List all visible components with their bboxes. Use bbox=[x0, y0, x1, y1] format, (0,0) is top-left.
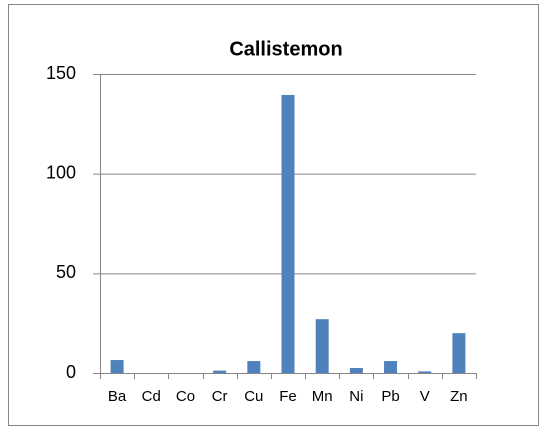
bar bbox=[110, 360, 124, 373]
x-tick-label: Mn bbox=[312, 388, 333, 405]
x-tick-label: Cd bbox=[142, 388, 161, 405]
bar bbox=[452, 333, 466, 373]
bar bbox=[281, 94, 295, 374]
x-tick-label: Fe bbox=[279, 388, 297, 405]
x-tick-label: Cu bbox=[244, 388, 263, 405]
bar bbox=[384, 361, 398, 373]
x-tick-label: Ni bbox=[349, 388, 363, 405]
x-tick-label: Zn bbox=[450, 388, 468, 405]
x-tick-label: V bbox=[420, 388, 430, 405]
y-tick-label: 0 bbox=[66, 362, 76, 382]
chart-title: Callistemon bbox=[229, 38, 342, 60]
x-tick-label: Pb bbox=[381, 388, 399, 405]
bar bbox=[418, 371, 432, 373]
y-tick-label: 50 bbox=[56, 262, 76, 282]
bar bbox=[213, 370, 227, 373]
x-tick-label: Co bbox=[176, 388, 195, 405]
bar bbox=[349, 368, 363, 373]
x-tick-label: Ba bbox=[108, 388, 127, 405]
bar bbox=[247, 361, 261, 373]
y-tick-label: 150 bbox=[46, 63, 76, 83]
y-tick-label: 100 bbox=[46, 162, 76, 182]
bar bbox=[315, 319, 329, 373]
x-tick-label: Cr bbox=[212, 388, 228, 405]
